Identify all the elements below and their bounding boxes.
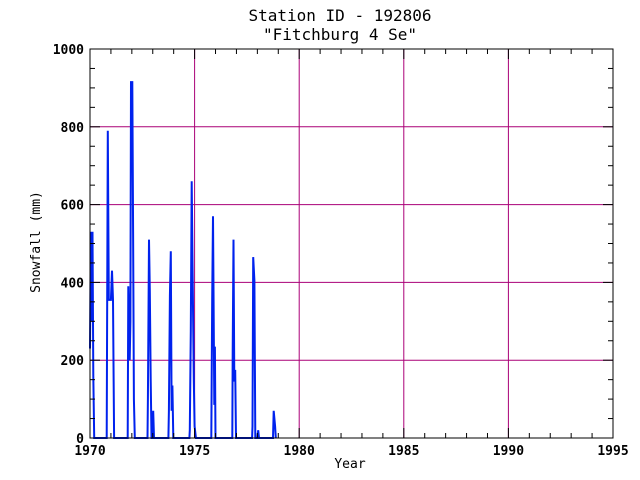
x-tick-label: 1970 [74, 444, 105, 459]
y-tick-label: 400 [61, 276, 85, 291]
x-tick-label: 1990 [493, 444, 524, 459]
ticks: 1970 1975 1980 1985 1990 1995 0 200 400 600 800 100… [53, 43, 629, 459]
y-tick-label: 1000 [53, 43, 84, 58]
x-axis-label: Year [334, 457, 365, 472]
series-layer [89, 81, 277, 439]
y-tick-label: 800 [61, 121, 85, 136]
x-tick-label: 1975 [179, 444, 210, 459]
y-tick-label: 0 [76, 432, 84, 447]
chart-title: Station ID - 192806 [248, 6, 431, 25]
y-tick-label: 600 [61, 199, 85, 214]
x-tick-label: 1985 [388, 444, 419, 459]
y-tick-label: 200 [61, 354, 85, 369]
chart-subtitle: "Fitchburg 4 Se" [263, 25, 417, 44]
grid [90, 49, 613, 438]
x-tick-label: 1980 [284, 444, 315, 459]
series-line-0 [89, 81, 277, 439]
y-axis-label: Snowfall (mm) [29, 191, 44, 293]
x-tick-label: 1995 [597, 444, 628, 459]
